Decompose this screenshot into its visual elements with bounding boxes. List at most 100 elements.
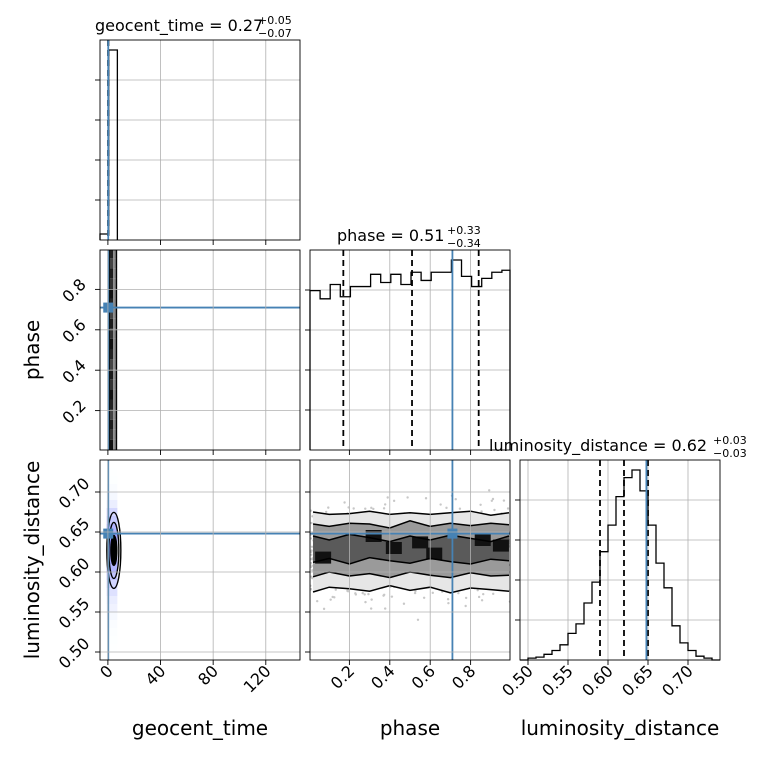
scatter-point bbox=[477, 595, 481, 599]
scatter-point bbox=[372, 507, 375, 511]
density-cell bbox=[113, 318, 118, 329]
x-tick-label: 0.8 bbox=[448, 661, 479, 692]
scatter-point bbox=[482, 592, 485, 596]
scatter-point bbox=[454, 498, 457, 501]
density-cell bbox=[113, 369, 118, 380]
density-cell bbox=[106, 564, 118, 572]
density-cell bbox=[113, 359, 118, 370]
scatter-point bbox=[311, 515, 314, 518]
scatter-point bbox=[310, 553, 313, 556]
panel-frame-geocent_time bbox=[99, 39, 301, 241]
scatter-point bbox=[406, 496, 409, 499]
density-cell bbox=[113, 278, 118, 289]
scatter-point bbox=[329, 598, 332, 601]
scatter-point bbox=[490, 499, 494, 502]
ylabel-luminosity-distance: luminosity_distance bbox=[20, 461, 44, 660]
density-cell bbox=[113, 439, 118, 450]
scatter-point bbox=[343, 501, 346, 504]
density-cell bbox=[113, 328, 118, 339]
scatter-point bbox=[445, 506, 448, 510]
x-tick-label: 0.50 bbox=[498, 661, 537, 700]
scatter-point bbox=[370, 598, 373, 601]
scatter-point bbox=[392, 499, 396, 503]
scatter-point bbox=[382, 507, 386, 510]
density-cell bbox=[107, 278, 114, 289]
panel-frame-phase bbox=[309, 249, 511, 451]
density-cell bbox=[107, 369, 114, 380]
y-tick-label: 0.6 bbox=[58, 315, 89, 346]
density-cell bbox=[106, 652, 118, 660]
scatter-point bbox=[446, 598, 450, 601]
density-cell bbox=[107, 359, 114, 370]
scatter-point bbox=[431, 591, 434, 595]
scatter-point bbox=[363, 593, 366, 596]
y-tick-label: 0.60 bbox=[55, 554, 94, 593]
x-tick-label: 0.65 bbox=[618, 661, 657, 700]
scatter-point bbox=[390, 595, 394, 598]
density-cell bbox=[106, 620, 118, 628]
density-cell bbox=[106, 508, 118, 516]
scatter-point bbox=[506, 507, 510, 510]
scatter-point bbox=[367, 592, 370, 596]
contour-line bbox=[312, 556, 510, 565]
xlabel-phase: phase bbox=[380, 716, 440, 740]
density-cell bbox=[107, 328, 114, 339]
scatter-point bbox=[364, 507, 367, 510]
panel-phase-vs-geocent-time bbox=[100, 250, 300, 450]
panel-frame-luminosity-distance-vs-geocent-time bbox=[99, 459, 301, 661]
contour-line bbox=[312, 520, 510, 529]
y-tick-label: 0.55 bbox=[55, 594, 94, 633]
density-cell bbox=[113, 379, 118, 390]
scatter-point bbox=[447, 601, 450, 605]
panel-frame-luminosity-distance-vs-phase bbox=[309, 459, 511, 661]
density-cell bbox=[113, 250, 118, 259]
density-cell bbox=[385, 542, 402, 554]
panel-frame-luminosity_distance bbox=[519, 459, 721, 661]
scatter-point bbox=[382, 594, 385, 597]
density-band-inner bbox=[313, 534, 509, 564]
density-cell bbox=[107, 419, 114, 430]
scatter-point bbox=[346, 590, 350, 593]
density-cell bbox=[106, 516, 118, 524]
density-cell bbox=[106, 636, 118, 644]
density-cell bbox=[107, 379, 114, 390]
x-tick-label: 80 bbox=[194, 661, 222, 689]
density-cell bbox=[107, 439, 114, 450]
density-cell bbox=[113, 258, 118, 269]
density-cell bbox=[426, 547, 443, 560]
title-geocent-time-minus: −0.07 bbox=[258, 27, 292, 40]
scatter-point bbox=[386, 496, 389, 499]
scatter-point bbox=[310, 561, 313, 565]
contour-line bbox=[110, 534, 118, 567]
scatter-point bbox=[479, 503, 482, 506]
scatter-point bbox=[402, 602, 406, 605]
contour-line bbox=[312, 584, 510, 594]
scatter-point bbox=[310, 509, 313, 512]
scatter-point bbox=[334, 588, 337, 591]
scatter-point bbox=[311, 576, 314, 580]
density-cell bbox=[106, 644, 118, 652]
ylabel-phase: phase bbox=[20, 320, 44, 380]
density-cell bbox=[106, 492, 118, 500]
density-cell bbox=[106, 580, 118, 588]
title-phase-plus: +0.33 bbox=[447, 224, 481, 237]
density-cell bbox=[106, 628, 118, 636]
density-cell bbox=[107, 250, 114, 259]
density-cell bbox=[106, 476, 118, 484]
density-cell bbox=[107, 338, 114, 349]
scatter-point bbox=[493, 508, 496, 512]
density-cell bbox=[106, 612, 118, 620]
x-tick-label: 0.70 bbox=[658, 661, 697, 700]
density-cell bbox=[492, 539, 509, 552]
scatter-point bbox=[502, 499, 506, 502]
scatter-point bbox=[487, 489, 491, 492]
y-tick-label: 0.2 bbox=[58, 396, 89, 427]
scatter-point bbox=[416, 618, 420, 621]
scatter-point bbox=[424, 497, 428, 500]
y-tick-label: 0.70 bbox=[55, 474, 94, 513]
density-cell bbox=[107, 409, 114, 420]
scatter-point bbox=[315, 599, 319, 603]
scatter-point bbox=[464, 604, 467, 608]
density-cell bbox=[113, 298, 118, 309]
